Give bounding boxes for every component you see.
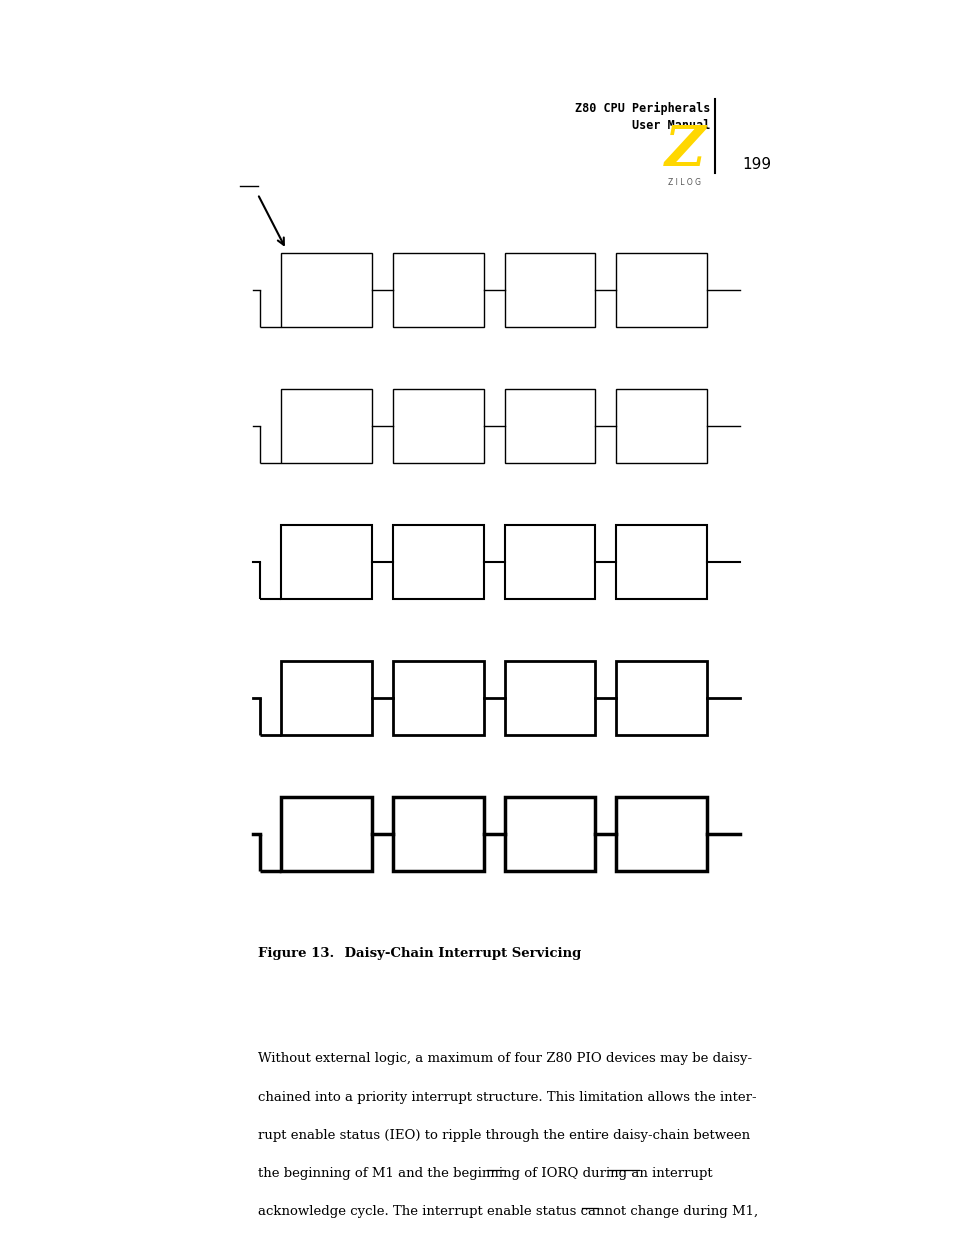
Bar bbox=[281, 797, 372, 871]
Bar bbox=[281, 253, 372, 327]
Bar bbox=[616, 661, 706, 735]
Text: Z: Z bbox=[664, 124, 704, 178]
Text: Figure 13.: Figure 13. bbox=[257, 947, 334, 961]
Text: Daisy-Chain Interrupt Servicing: Daisy-Chain Interrupt Servicing bbox=[326, 947, 581, 961]
Bar bbox=[504, 797, 595, 871]
Bar bbox=[504, 525, 595, 599]
Bar bbox=[393, 253, 483, 327]
Text: Z I L O G: Z I L O G bbox=[668, 178, 700, 186]
Text: Z80 CPU Peripherals: Z80 CPU Peripherals bbox=[575, 101, 710, 115]
Bar bbox=[616, 525, 706, 599]
Bar bbox=[504, 389, 595, 463]
Bar bbox=[281, 661, 372, 735]
Bar bbox=[616, 797, 706, 871]
Text: the beginning of M1 and the beginning of IORQ during an interrupt: the beginning of M1 and the beginning of… bbox=[257, 1167, 712, 1181]
Text: User Manual: User Manual bbox=[632, 119, 710, 132]
Bar bbox=[504, 253, 595, 327]
Bar bbox=[504, 661, 595, 735]
Bar bbox=[393, 661, 483, 735]
Bar bbox=[393, 797, 483, 871]
Text: chained into a priority interrupt structure. This limitation allows the inter-: chained into a priority interrupt struct… bbox=[257, 1091, 756, 1104]
Bar bbox=[393, 389, 483, 463]
Text: rupt enable status (IEO) to ripple through the entire daisy-chain between: rupt enable status (IEO) to ripple throu… bbox=[257, 1129, 749, 1142]
Bar bbox=[393, 525, 483, 599]
Bar bbox=[616, 389, 706, 463]
Text: Without external logic, a maximum of four Z80 PIO devices may be daisy-: Without external logic, a maximum of fou… bbox=[257, 1052, 751, 1066]
Text: acknowledge cycle. The interrupt enable status cannot change during M1,: acknowledge cycle. The interrupt enable … bbox=[257, 1205, 757, 1219]
Text: 199: 199 bbox=[741, 157, 771, 172]
Bar bbox=[616, 253, 706, 327]
Bar bbox=[281, 389, 372, 463]
Bar bbox=[281, 525, 372, 599]
